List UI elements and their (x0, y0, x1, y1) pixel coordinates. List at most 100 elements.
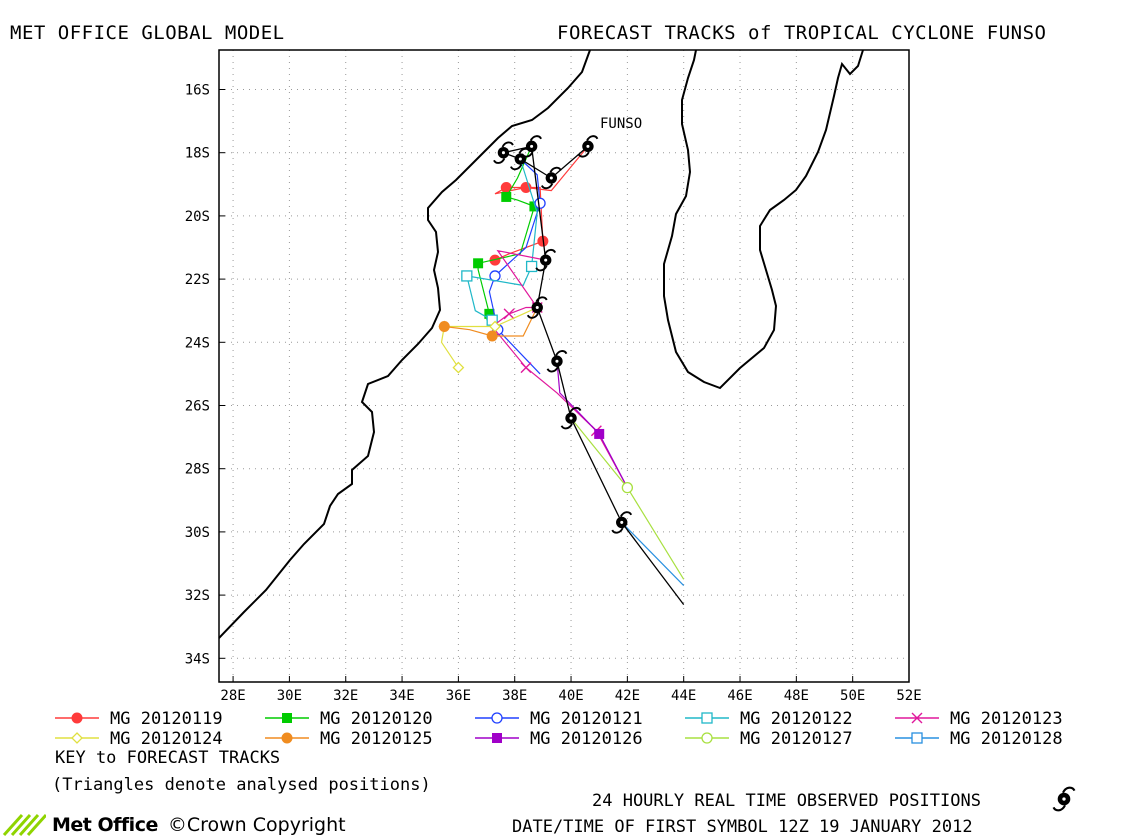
legend-label: MG 20120128 (950, 729, 1063, 749)
graticule (219, 50, 910, 682)
forecast-track (570, 417, 685, 580)
cyclone-symbol-icon (560, 406, 582, 430)
track-marker (486, 330, 498, 342)
forecast-track (491, 249, 628, 488)
lon-tick-label: 30E (277, 688, 302, 704)
map-frame (218, 49, 910, 683)
lon-tick-label: 50E (840, 688, 865, 704)
legend-label: MG 20120124 (110, 729, 223, 749)
track-marker (492, 733, 502, 743)
cyclone-symbol-icon (611, 511, 633, 534)
forecast-track-line (491, 249, 628, 488)
legend-entry: MG 20120121 (475, 709, 643, 729)
legend-label: MG 20120127 (740, 729, 853, 749)
legend-label: MG 20120125 (320, 729, 433, 749)
header-right-title: FORECAST TRACKS of TROPICAL CYCLONE FUNS… (557, 22, 1047, 44)
header-left-title: MET OFFICE GLOBAL MODEL (10, 22, 285, 44)
cyclone-symbol-icon (1052, 786, 1076, 812)
met-office-logo-icon (2, 813, 46, 837)
legend: MG 20120119 MG 20120120 MG 20120121 MG 2012… (55, 709, 1063, 749)
forecast-track (621, 521, 685, 587)
track-marker (452, 361, 465, 374)
lon-tick-label: 32E (333, 688, 358, 704)
cyclone-symbol-icon (509, 147, 531, 171)
legend-label: MG 20120126 (530, 729, 643, 749)
cyclone-symbol-icon (526, 296, 548, 319)
cyclone-symbol-icon (546, 350, 568, 373)
legend-label: MG 20120123 (950, 709, 1063, 729)
triangles-note: (Triangles denote analysed positions) (52, 775, 431, 795)
track-marker (911, 712, 923, 724)
legend-label: MG 20120122 (740, 709, 853, 729)
forecast-track-line (440, 306, 538, 368)
lat-tick-label: 18S (185, 146, 210, 162)
track-marker (501, 191, 512, 202)
track-marker (484, 308, 495, 319)
lon-tick-label: 34E (389, 688, 414, 704)
cyclone-symbol-icon (521, 135, 542, 158)
legend-label: MG 20120121 (530, 709, 643, 729)
forecast-track (438, 307, 538, 342)
forecast-track-line (477, 146, 536, 321)
first-symbol-datetime: DATE/TIME OF FIRST SYMBOL 12Z 19 JANUARY… (512, 817, 973, 837)
track-marker (489, 270, 501, 282)
cyclone-symbol-icon (577, 135, 599, 158)
lat-tick-label: 34S (185, 651, 210, 667)
lat-tick-label: 32S (185, 588, 210, 604)
lon-tick-label: 52E (896, 688, 921, 704)
legend-entry: MG 20120119 (55, 709, 223, 729)
lon-tick-label: 46E (727, 688, 752, 704)
legend-entry: MG 20120122 (685, 709, 853, 729)
track-marker (503, 308, 515, 320)
forecast-track (461, 158, 538, 326)
legend-label: MG 20120119 (110, 709, 223, 729)
lat-tick-label: 30S (185, 525, 210, 541)
legend-entry: MG 20120123 (895, 709, 1063, 729)
legend-entry: MG 20120125 (265, 729, 433, 749)
track-marker (534, 197, 546, 209)
lon-tick-label: 38E (502, 688, 527, 704)
track-marker (594, 428, 605, 439)
cyclone-symbol-icon (493, 141, 514, 164)
track-marker (529, 201, 540, 212)
forecast-track-line (556, 361, 628, 488)
lat-tick-label: 28S (185, 462, 210, 478)
madagascar-coastline (663, 49, 864, 390)
legend-entry: MG 20120124 (55, 729, 223, 749)
key-title: KEY to FORECAST TRACKS (55, 748, 281, 768)
track-marker (701, 732, 713, 744)
forecast-track (473, 146, 540, 321)
lat-tick-label: 22S (185, 272, 210, 288)
axis-ticks: 28E 30E 32E 34E 36E 38E 40E 42E 44E 46E 48E 50E 52E 1… (185, 83, 922, 705)
track-marker (701, 712, 713, 724)
coastline (218, 49, 864, 639)
legend-entry: MG 20120126 (475, 729, 643, 749)
track-marker (911, 732, 923, 744)
forecast-tracks (438, 146, 685, 587)
lat-tick-label: 24S (185, 335, 210, 351)
lon-tick-label: 44E (671, 688, 696, 704)
met-office-branding: Met Office ©Crown Copyright (2, 812, 346, 838)
lat-tick-label: 16S (185, 83, 210, 99)
track-marker (71, 712, 83, 724)
track-marker (281, 732, 293, 744)
legend-entry: MG 20120120 (265, 709, 433, 729)
lon-tick-label: 48E (784, 688, 809, 704)
met-office-logo-text: Met Office (52, 814, 158, 836)
forecast-track (556, 361, 628, 488)
observed-symbol-key (1052, 786, 1076, 812)
forecast-track-line (621, 521, 685, 587)
observed-track (493, 135, 685, 605)
track-marker (473, 258, 484, 269)
cyclone-symbol-icon (540, 166, 562, 190)
cyclone-symbol-icon (535, 248, 557, 272)
lon-tick-label: 28E (220, 688, 245, 704)
track-marker (282, 713, 292, 723)
track-marker (525, 260, 538, 273)
lat-tick-label: 20S (185, 209, 210, 225)
track-marker (438, 321, 450, 332)
track-marker (520, 362, 532, 374)
legend-label: MG 20120120 (320, 709, 433, 729)
track-marker (71, 732, 83, 744)
